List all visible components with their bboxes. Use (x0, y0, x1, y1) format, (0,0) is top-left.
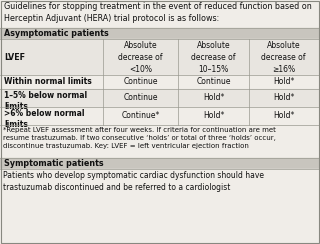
Text: Hold*: Hold* (203, 112, 224, 121)
Text: Absolute
decrease of
≥16%: Absolute decrease of ≥16% (261, 41, 306, 74)
Text: Continue: Continue (196, 78, 231, 87)
Text: Hold*: Hold* (273, 112, 294, 121)
Text: LVEF: LVEF (4, 52, 25, 61)
Text: Continue: Continue (123, 93, 158, 102)
Text: Patients who develop symptomatic cardiac dysfunction should have
trastuzumab dis: Patients who develop symptomatic cardiac… (3, 171, 264, 192)
Bar (0, 125, 320, 158)
Bar (0, 28, 320, 39)
Text: Within normal limits: Within normal limits (4, 77, 92, 86)
Text: Continue*: Continue* (121, 112, 160, 121)
Text: Symptomatic patients: Symptomatic patients (4, 160, 104, 169)
Text: Asymptomatic patients: Asymptomatic patients (4, 30, 109, 39)
Bar (0, 107, 320, 125)
Text: *Repeat LVEF assessment after four weeks. If criteria for continuation are met
r: *Repeat LVEF assessment after four weeks… (3, 127, 276, 149)
Text: Guidelines for stopping treatment in the event of reduced function based on
Herc: Guidelines for stopping treatment in the… (4, 2, 312, 23)
Text: Hold*: Hold* (273, 78, 294, 87)
Bar (0, 75, 320, 89)
Text: Hold*: Hold* (273, 93, 294, 102)
Text: Continue: Continue (123, 78, 158, 87)
Bar (0, 39, 320, 75)
Text: Absolute
decrease of
10–15%: Absolute decrease of 10–15% (191, 41, 236, 74)
Text: Absolute
decrease of
<10%: Absolute decrease of <10% (118, 41, 163, 74)
Bar (0, 89, 320, 107)
Text: >6% below normal
limits: >6% below normal limits (4, 109, 84, 130)
Text: Hold*: Hold* (203, 93, 224, 102)
Bar (0, 169, 320, 194)
Text: 1–5% below normal
limits: 1–5% below normal limits (4, 91, 87, 112)
Bar (0, 158, 320, 169)
